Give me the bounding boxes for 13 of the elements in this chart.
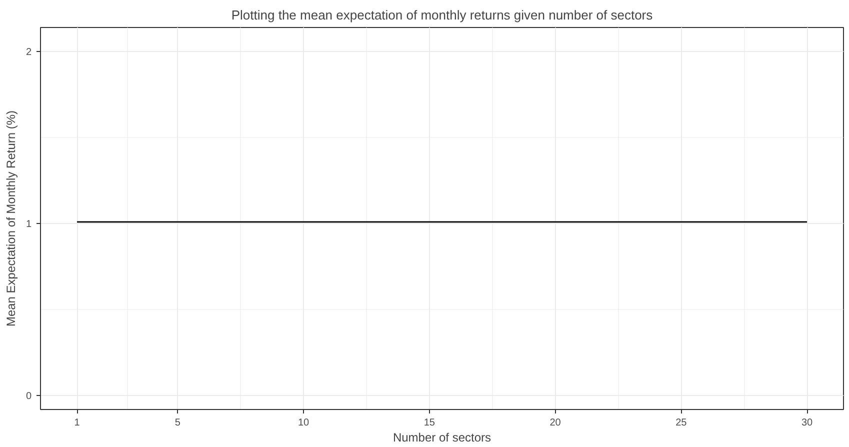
x-tick-label: 25 <box>676 418 688 428</box>
y-tick-label: 2 <box>26 47 32 58</box>
y-tick-label: 0 <box>26 391 32 402</box>
x-tick-label: 5 <box>174 418 181 428</box>
x-tick-label: 20 <box>550 418 562 428</box>
chart-title: Plotting the mean expectation of monthly returns given number of sectors <box>231 8 654 22</box>
y-tick-label: 1 <box>26 219 32 230</box>
x-tick-label: 10 <box>298 418 310 428</box>
x-tick-label: 1 <box>74 418 80 428</box>
x-axis-title: Number of sectors <box>392 430 492 444</box>
y-axis-title: Mean Expectation of Monthly Return (%) <box>4 110 18 327</box>
x-tick-label: 30 <box>801 418 813 428</box>
x-tick-label: 15 <box>424 418 436 428</box>
